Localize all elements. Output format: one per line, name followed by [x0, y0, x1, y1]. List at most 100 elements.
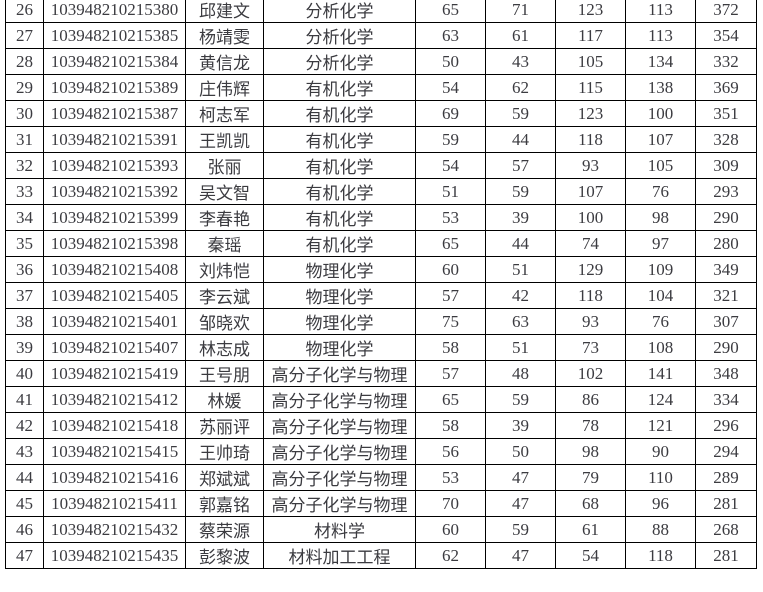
score-2-cell: 59: [485, 386, 556, 413]
row-number-cell: 45: [5, 490, 44, 517]
table-row: 47 103948210215435 彭黎波 材料加工工程 62 47 54 1…: [5, 542, 757, 569]
score-2-cell: 59: [485, 100, 556, 127]
table-row: 44 103948210215416 郑斌斌 高分子化学与物理 53 47 79…: [5, 464, 757, 491]
major-cell: 有机化学: [263, 126, 416, 153]
total-score-cell: 290: [695, 204, 757, 231]
table-row: 32 103948210215393 张丽 有机化学 54 57 93 105 …: [5, 152, 757, 179]
row-number-cell: 30: [5, 100, 44, 127]
score-2-cell: 51: [485, 256, 556, 283]
row-number-cell: 40: [5, 360, 44, 387]
score-1-cell: 69: [415, 100, 486, 127]
score-4-cell: 109: [625, 256, 696, 283]
score-2-cell: 57: [485, 152, 556, 179]
student-id-cell: 103948210215405: [43, 282, 186, 309]
table-row: 41 103948210215412 林媛 高分子化学与物理 65 59 86 …: [5, 386, 757, 413]
score-3-cell: 102: [555, 360, 626, 387]
total-score-cell: 281: [695, 542, 757, 569]
student-name-cell: 王凯凯: [185, 126, 264, 153]
student-id-cell: 103948210215418: [43, 412, 186, 439]
total-score-cell: 309: [695, 152, 757, 179]
table-row: 30 103948210215387 柯志军 有机化学 69 59 123 10…: [5, 100, 757, 127]
row-number-cell: 33: [5, 178, 44, 205]
table-row: 37 103948210215405 李云斌 物理化学 57 42 118 10…: [5, 282, 757, 309]
score-2-cell: 44: [485, 126, 556, 153]
admission-scores-table: 26 103948210215380 邱建文 分析化学 65 71 123 11…: [5, 0, 757, 569]
score-3-cell: 123: [555, 100, 626, 127]
score-2-cell: 51: [485, 334, 556, 361]
score-3-cell: 79: [555, 464, 626, 491]
score-3-cell: 73: [555, 334, 626, 361]
score-2-cell: 39: [485, 204, 556, 231]
student-name-cell: 邹晓欢: [185, 308, 264, 335]
major-cell: 分析化学: [263, 48, 416, 75]
table-row: 29 103948210215389 庄伟辉 有机化学 54 62 115 13…: [5, 74, 757, 101]
score-4-cell: 113: [625, 22, 696, 49]
student-name-cell: 黄信龙: [185, 48, 264, 75]
score-4-cell: 100: [625, 100, 696, 127]
major-cell: 物理化学: [263, 308, 416, 335]
total-score-cell: 334: [695, 386, 757, 413]
score-3-cell: 54: [555, 542, 626, 569]
student-id-cell: 103948210215393: [43, 152, 186, 179]
total-score-cell: 290: [695, 334, 757, 361]
student-name-cell: 苏丽评: [185, 412, 264, 439]
row-number-cell: 43: [5, 438, 44, 465]
score-3-cell: 117: [555, 22, 626, 49]
student-name-cell: 蔡荣源: [185, 516, 264, 543]
row-number-cell: 35: [5, 230, 44, 257]
student-name-cell: 邱建文: [185, 0, 264, 23]
student-name-cell: 庄伟辉: [185, 74, 264, 101]
table-row: 26 103948210215380 邱建文 分析化学 65 71 123 11…: [5, 0, 757, 23]
score-1-cell: 56: [415, 438, 486, 465]
table-row: 45 103948210215411 郭嘉铭 高分子化学与物理 70 47 68…: [5, 490, 757, 517]
score-3-cell: 118: [555, 282, 626, 309]
score-2-cell: 59: [485, 178, 556, 205]
student-id-cell: 103948210215412: [43, 386, 186, 413]
score-4-cell: 138: [625, 74, 696, 101]
score-2-cell: 42: [485, 282, 556, 309]
score-1-cell: 59: [415, 126, 486, 153]
total-score-cell: 349: [695, 256, 757, 283]
score-1-cell: 58: [415, 412, 486, 439]
table-row: 27 103948210215385 杨靖雯 分析化学 63 61 117 11…: [5, 22, 757, 49]
student-name-cell: 杨靖雯: [185, 22, 264, 49]
score-2-cell: 44: [485, 230, 556, 257]
score-3-cell: 68: [555, 490, 626, 517]
student-id-cell: 103948210215401: [43, 308, 186, 335]
student-id-cell: 103948210215407: [43, 334, 186, 361]
score-1-cell: 63: [415, 22, 486, 49]
student-name-cell: 林媛: [185, 386, 264, 413]
student-id-cell: 103948210215415: [43, 438, 186, 465]
score-1-cell: 54: [415, 152, 486, 179]
major-cell: 有机化学: [263, 178, 416, 205]
score-4-cell: 105: [625, 152, 696, 179]
student-id-cell: 103948210215416: [43, 464, 186, 491]
score-3-cell: 78: [555, 412, 626, 439]
row-number-cell: 32: [5, 152, 44, 179]
row-number-cell: 28: [5, 48, 44, 75]
student-id-cell: 103948210215387: [43, 100, 186, 127]
total-score-cell: 328: [695, 126, 757, 153]
table-row: 31 103948210215391 王凯凯 有机化学 59 44 118 10…: [5, 126, 757, 153]
student-name-cell: 张丽: [185, 152, 264, 179]
score-4-cell: 113: [625, 0, 696, 23]
score-2-cell: 47: [485, 490, 556, 517]
student-id-cell: 103948210215435: [43, 542, 186, 569]
major-cell: 有机化学: [263, 74, 416, 101]
score-3-cell: 74: [555, 230, 626, 257]
student-name-cell: 王号朋: [185, 360, 264, 387]
score-3-cell: 105: [555, 48, 626, 75]
major-cell: 物理化学: [263, 282, 416, 309]
student-id-cell: 103948210215391: [43, 126, 186, 153]
row-number-cell: 34: [5, 204, 44, 231]
score-4-cell: 96: [625, 490, 696, 517]
student-name-cell: 林志成: [185, 334, 264, 361]
major-cell: 物理化学: [263, 256, 416, 283]
score-2-cell: 48: [485, 360, 556, 387]
student-name-cell: 彭黎波: [185, 542, 264, 569]
major-cell: 有机化学: [263, 100, 416, 127]
score-2-cell: 63: [485, 308, 556, 335]
student-name-cell: 王帅琦: [185, 438, 264, 465]
student-name-cell: 郭嘉铭: [185, 490, 264, 517]
score-4-cell: 104: [625, 282, 696, 309]
